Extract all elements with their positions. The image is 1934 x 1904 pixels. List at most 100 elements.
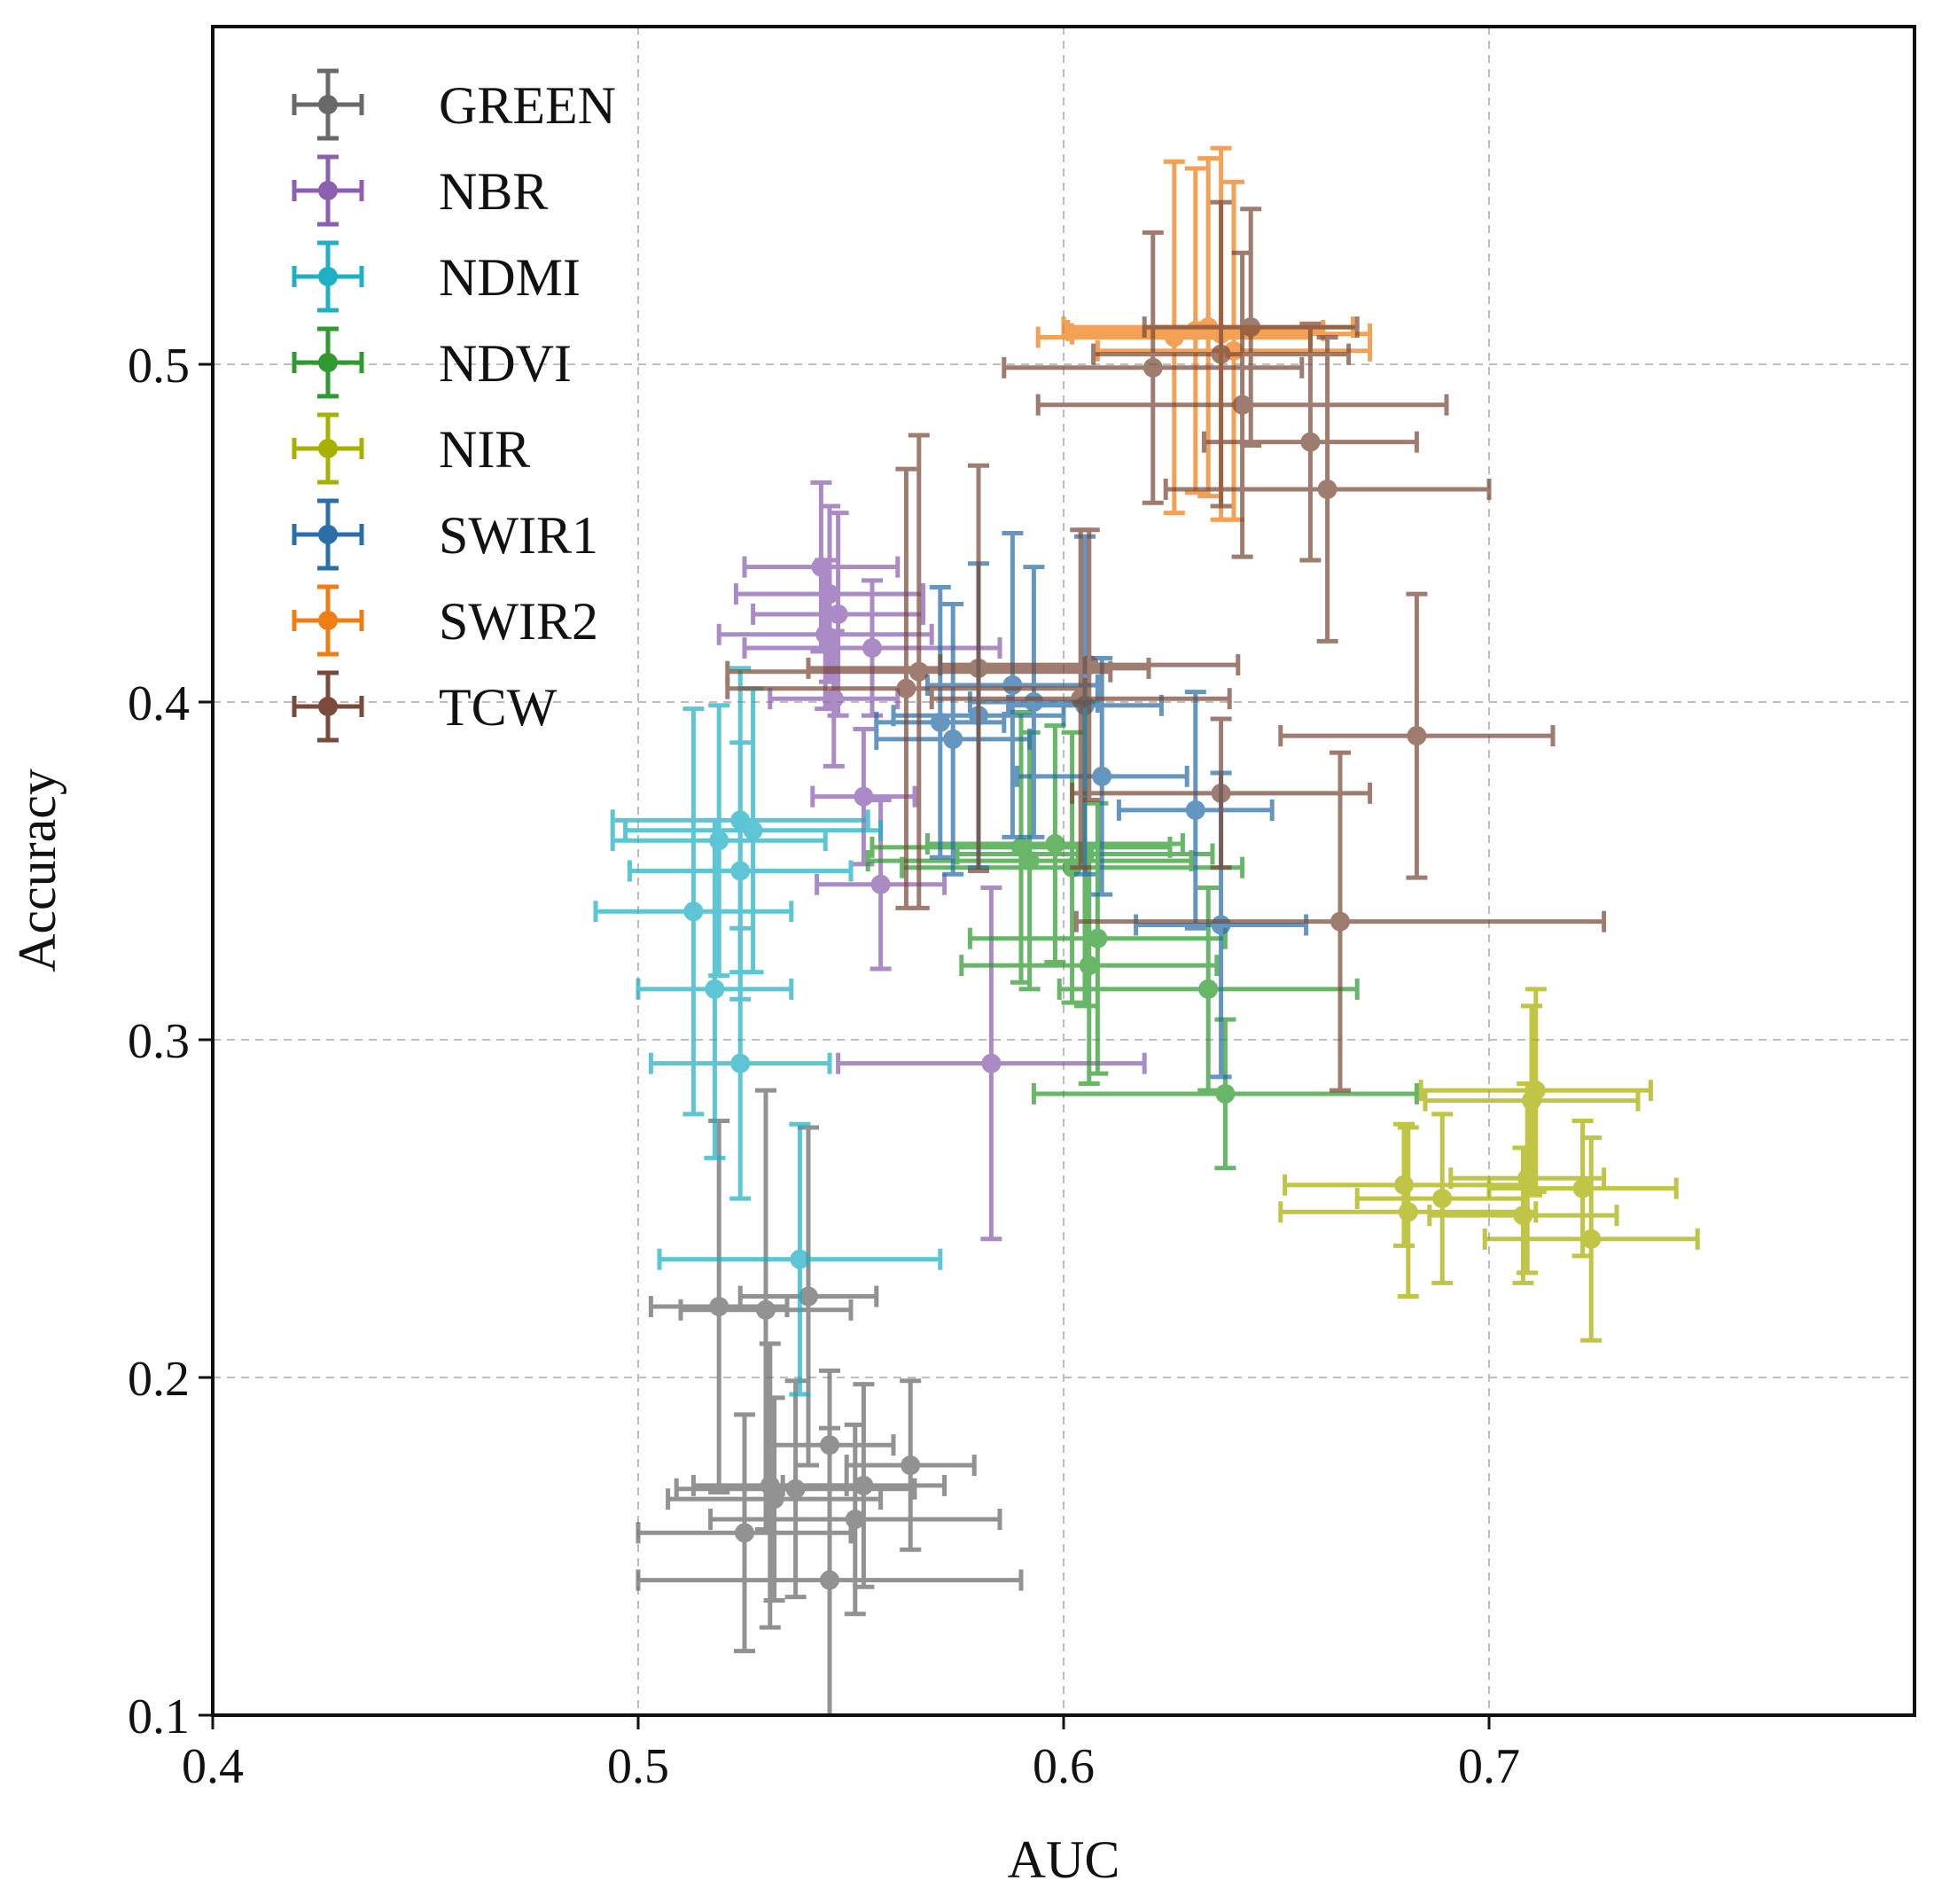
- point-marker: [1211, 783, 1231, 803]
- data-point: [742, 578, 1002, 718]
- point-marker: [709, 1296, 729, 1316]
- legend-entry-tcw: TCW: [292, 670, 558, 743]
- x-tick-label: 0.6: [1033, 1739, 1095, 1794]
- data-point: [836, 886, 1147, 1242]
- axis-ticks: 0.4 0.5 0.6 0.7 0.1 0.2 0.3 0.4 0.5: [128, 339, 1520, 1794]
- point-marker: [730, 861, 751, 881]
- point-marker: [743, 820, 763, 840]
- legend-marker: [318, 181, 338, 200]
- data-point: [636, 817, 794, 1160]
- data-point: [1201, 321, 1419, 563]
- legend-entry-nbr: NBR: [292, 154, 548, 227]
- x-axis-title: AUC: [1008, 1830, 1120, 1889]
- y-axis-title: Accuracy: [8, 769, 66, 972]
- point-marker: [1330, 911, 1350, 932]
- point-marker: [1045, 834, 1065, 854]
- data-point: [938, 527, 1241, 802]
- legend-entry-ndmi: NDMI: [292, 240, 581, 313]
- series-nir: [1278, 987, 1700, 1343]
- point-marker: [756, 1299, 776, 1320]
- data-point: [708, 1422, 1002, 1617]
- point-marker: [1211, 344, 1231, 364]
- point-marker: [1211, 915, 1231, 935]
- data-point: [1427, 1145, 1619, 1285]
- x-tick-label: 0.5: [607, 1739, 669, 1794]
- point-marker: [799, 1286, 818, 1307]
- point-marker: [901, 1455, 921, 1476]
- legend-entry-swir1: SWIR1: [292, 498, 598, 571]
- point-marker: [1241, 317, 1261, 338]
- point-marker: [683, 901, 704, 922]
- point-marker: [1581, 1229, 1602, 1249]
- point-marker: [1215, 1083, 1236, 1104]
- legend-label: NDVI: [439, 334, 572, 393]
- legend-label: TCW: [439, 678, 558, 737]
- data-point: [627, 740, 854, 1002]
- legend-entry-ndvi: NDVI: [292, 326, 572, 399]
- legend-label: NIR: [439, 420, 530, 479]
- data-point: [1091, 199, 1352, 509]
- point-marker: [1092, 766, 1112, 786]
- legend-entry-swir2: SWIR2: [292, 584, 598, 657]
- x-tick-label: 0.4: [182, 1739, 244, 1794]
- legend-label: NDMI: [439, 248, 581, 307]
- data-point: [1354, 1112, 1530, 1285]
- data-point: [1278, 591, 1556, 880]
- data-point: [648, 925, 832, 1201]
- point-marker: [1572, 1178, 1593, 1198]
- data-point: [593, 706, 794, 1117]
- legend-marker: [318, 611, 338, 630]
- data-point: [737, 1125, 879, 1468]
- point-marker: [1079, 655, 1099, 675]
- data-point: [678, 1088, 854, 1532]
- point-marker: [1185, 320, 1205, 340]
- legend-label: GREEN: [439, 76, 616, 135]
- y-tick-label: 0.2: [128, 1352, 190, 1407]
- data-point: [874, 602, 1033, 877]
- point-marker: [1522, 1090, 1541, 1111]
- point-marker: [1394, 1174, 1414, 1195]
- y-tick-label: 0.5: [128, 339, 190, 394]
- data-point: [1486, 1118, 1679, 1259]
- data-point: [657, 1121, 943, 1397]
- legend-marker: [318, 353, 338, 372]
- data-point: [874, 584, 1007, 860]
- point-marker: [823, 689, 844, 709]
- point-marker: [1198, 979, 1219, 999]
- data-point: [725, 466, 1088, 910]
- point-marker: [1513, 1206, 1533, 1226]
- point-marker: [1432, 1189, 1453, 1209]
- y-tick-label: 0.1: [128, 1689, 190, 1744]
- series-green: [636, 1088, 1024, 1715]
- data-point: [810, 726, 917, 867]
- legend: GREEN NBR NDMI NDVI NIR SWIR1 SWIR2 TCW: [292, 68, 616, 743]
- data-point: [1482, 1135, 1700, 1343]
- series-nbr: [716, 480, 1147, 1242]
- point-marker: [1002, 675, 1023, 695]
- series-swir1: [874, 531, 1309, 1080]
- data-point: [924, 723, 1185, 964]
- data-point: [1283, 1121, 1525, 1248]
- point-marker: [854, 1475, 874, 1495]
- plot-area: [593, 145, 1700, 1715]
- point-marker: [862, 638, 882, 659]
- point-marker: [820, 1435, 839, 1455]
- data-point: [1278, 1125, 1539, 1299]
- point-marker: [1185, 800, 1205, 820]
- point-marker: [1071, 689, 1091, 709]
- legend-entry-green: GREEN: [292, 68, 616, 141]
- point-marker: [735, 1523, 754, 1543]
- legend-marker: [318, 95, 338, 114]
- point-marker: [981, 1053, 1002, 1073]
- data-point: [751, 511, 926, 718]
- data-point: [1418, 987, 1653, 1194]
- y-tick-label: 0.3: [128, 1014, 190, 1069]
- point-marker: [1024, 692, 1044, 712]
- series-tcw: [725, 199, 1607, 1093]
- point-marker: [943, 729, 963, 749]
- point-marker: [790, 1249, 810, 1269]
- point-marker: [930, 712, 950, 732]
- legend-marker: [318, 525, 338, 544]
